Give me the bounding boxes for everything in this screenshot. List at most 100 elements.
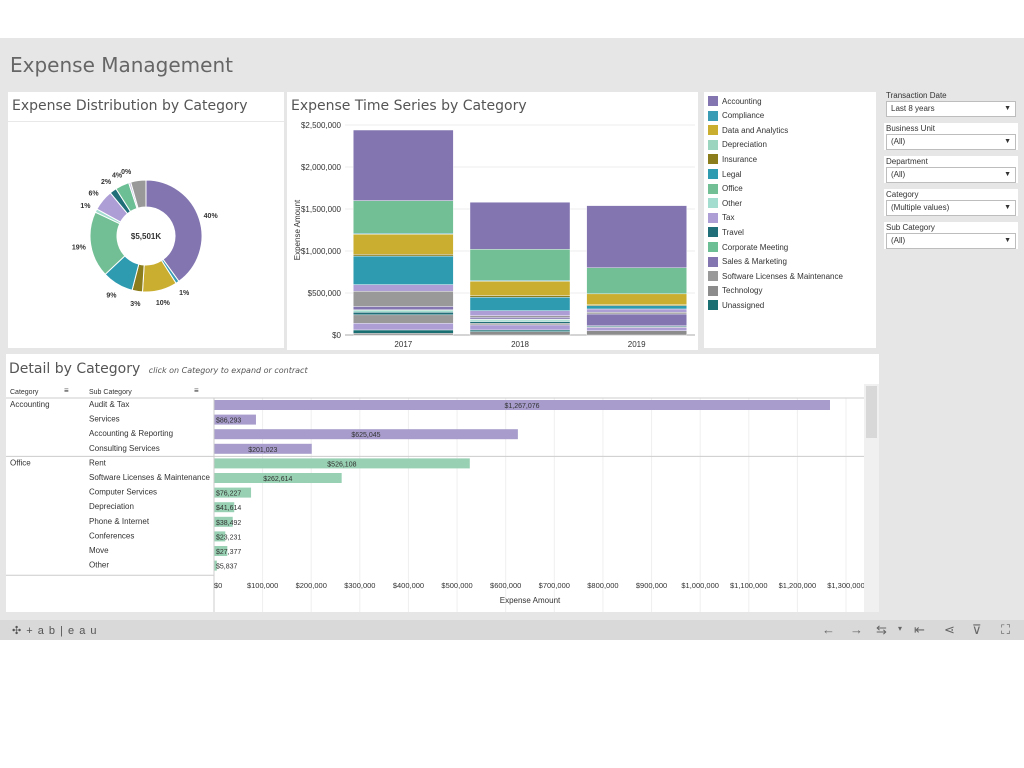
bar-segment[interactable] bbox=[469, 249, 571, 281]
bar-segment[interactable] bbox=[586, 327, 687, 332]
scrollbar-thumb[interactable] bbox=[866, 386, 877, 438]
bar-segment[interactable] bbox=[469, 324, 571, 331]
bar-segment[interactable] bbox=[353, 310, 454, 313]
legend-item[interactable]: Insurance bbox=[708, 152, 757, 166]
bar-segment[interactable] bbox=[586, 305, 687, 310]
bar-segment[interactable] bbox=[469, 321, 571, 324]
detail-bar[interactable] bbox=[214, 414, 256, 425]
bar-segment[interactable] bbox=[353, 323, 454, 331]
legend-item[interactable]: Technology bbox=[708, 284, 762, 298]
undo-icon[interactable]: ← bbox=[822, 622, 835, 637]
filter-dropdown[interactable]: (Multiple values) ▼ bbox=[886, 200, 1016, 216]
bar-segment[interactable] bbox=[586, 313, 687, 326]
bar-segment[interactable] bbox=[586, 330, 687, 336]
donut-slice-label: 0% bbox=[121, 169, 132, 176]
legend-item[interactable]: Software Licenses & Maintenance bbox=[708, 269, 843, 283]
legend-swatch bbox=[708, 212, 718, 223]
detail-bar[interactable] bbox=[214, 546, 228, 556]
legend-item[interactable]: Office bbox=[708, 182, 743, 196]
bar-segment[interactable] bbox=[469, 331, 571, 336]
detail-bar[interactable] bbox=[214, 443, 312, 454]
redo-icon[interactable]: → bbox=[850, 622, 863, 637]
legend-label: Depreciation bbox=[722, 140, 767, 150]
bar-segment[interactable] bbox=[469, 319, 571, 322]
legend-item[interactable]: Legal bbox=[708, 167, 742, 181]
bar-segment[interactable] bbox=[353, 233, 454, 255]
legend-item[interactable]: Unassigned bbox=[708, 298, 764, 312]
legend-item[interactable]: Other bbox=[708, 196, 742, 210]
bar-segment[interactable] bbox=[469, 329, 571, 332]
legend-item[interactable]: Compliance bbox=[708, 109, 764, 123]
detail-bar[interactable] bbox=[214, 429, 518, 440]
donut-slice[interactable] bbox=[130, 179, 147, 209]
bar-segment[interactable] bbox=[469, 281, 571, 296]
x-tick-label: $400,000 bbox=[393, 581, 424, 590]
legend-item[interactable]: Sales & Marketing bbox=[708, 255, 787, 269]
bar-segment[interactable] bbox=[586, 293, 687, 305]
bar-segment[interactable] bbox=[353, 333, 454, 336]
bar-segment[interactable] bbox=[469, 323, 571, 326]
subcategory-cell: Other bbox=[89, 561, 109, 570]
download-icon[interactable]: ⊽ bbox=[972, 622, 982, 637]
revert-icon[interactable]: ⇆ bbox=[876, 622, 887, 637]
share-icon[interactable]: ⋖ bbox=[944, 622, 955, 637]
timeseries-chart[interactable]: $0 $500,000 $1,000,000 $1,500,000 $2,000,000… bbox=[287, 92, 698, 350]
bar-segment[interactable] bbox=[469, 296, 571, 311]
detail-bar[interactable] bbox=[214, 560, 217, 571]
reset-icon[interactable]: ⇤ bbox=[914, 622, 925, 637]
detail-bar[interactable] bbox=[214, 502, 235, 513]
filter-dropdown[interactable]: (All) ▼ bbox=[886, 167, 1016, 183]
detail-bar[interactable] bbox=[214, 473, 342, 483]
bar-segment[interactable] bbox=[586, 205, 687, 268]
bar-segment[interactable] bbox=[469, 295, 571, 298]
tableau-logo[interactable]: ✣ + a b | e a u bbox=[12, 624, 98, 637]
legend-item[interactable]: Depreciation bbox=[708, 138, 767, 152]
legend-item[interactable]: Corporate Meeting bbox=[708, 240, 788, 254]
donut-chart[interactable]: 40% 1% 10% 3% 9% 19% 1% 6%2%4%0% $5,501K bbox=[8, 122, 284, 348]
bar-segment[interactable] bbox=[353, 312, 454, 316]
dropdown-icon[interactable]: ▾ bbox=[898, 624, 903, 633]
bar-segment[interactable] bbox=[353, 255, 454, 285]
legend-item[interactable]: Accounting bbox=[708, 94, 762, 108]
bar-segment[interactable] bbox=[353, 129, 454, 201]
detail-bar[interactable] bbox=[214, 531, 226, 542]
bar-segment[interactable] bbox=[469, 310, 571, 316]
bar-segment[interactable] bbox=[586, 312, 687, 315]
x-tick-label: $1,000,000 bbox=[681, 581, 719, 590]
bar-segment[interactable] bbox=[586, 267, 687, 295]
category-cell: Accounting bbox=[10, 400, 50, 409]
bar-segment[interactable] bbox=[353, 254, 454, 257]
legend-item[interactable]: Tax bbox=[708, 211, 734, 225]
detail-table: Category Sub Category ≡ ≡ Accounting Audit & … bbox=[6, 384, 864, 612]
bar-segment[interactable] bbox=[353, 200, 454, 234]
subcategory-cell: Consulting Services bbox=[89, 444, 160, 453]
legend-swatch bbox=[708, 169, 718, 179]
bar-segment[interactable] bbox=[353, 306, 454, 311]
subcategory-cell: Depreciation bbox=[89, 502, 134, 511]
legend-item[interactable]: Data and Analytics bbox=[708, 123, 788, 137]
subcategory-cell: Accounting & Reporting bbox=[89, 429, 173, 438]
subcategory-cell: Rent bbox=[89, 458, 107, 467]
detail-chart[interactable]: Category Sub Category ≡ ≡ Accounting Audit & … bbox=[6, 384, 864, 612]
bar-segment[interactable] bbox=[469, 317, 571, 320]
filter-dropdown[interactable]: (All) ▼ bbox=[886, 134, 1016, 150]
filter-dropdown[interactable]: (All) ▼ bbox=[886, 233, 1016, 249]
legend-item[interactable]: Travel bbox=[708, 225, 744, 239]
bar-segment[interactable] bbox=[353, 314, 454, 324]
bar-segment[interactable] bbox=[469, 315, 571, 318]
bar-segment[interactable] bbox=[353, 284, 454, 292]
subcategory-cell: Services bbox=[89, 415, 120, 424]
detail-bar[interactable] bbox=[214, 400, 830, 410]
bar-segment[interactable] bbox=[469, 202, 571, 250]
detail-bar[interactable] bbox=[214, 458, 470, 469]
donut-title: Expense Distribution by Category bbox=[8, 92, 284, 122]
bar-segment[interactable] bbox=[586, 308, 687, 313]
filter-dropdown[interactable]: Last 8 years ▼ bbox=[886, 101, 1016, 117]
donut-slice[interactable] bbox=[145, 179, 203, 283]
detail-bar[interactable] bbox=[214, 516, 233, 527]
detail-bar[interactable] bbox=[214, 487, 252, 498]
bar-segment[interactable] bbox=[353, 329, 454, 334]
detail-scrollbar[interactable] bbox=[864, 384, 879, 612]
fullscreen-icon[interactable]: ⛶ bbox=[1001, 622, 1011, 637]
bar-segment[interactable] bbox=[353, 291, 454, 307]
